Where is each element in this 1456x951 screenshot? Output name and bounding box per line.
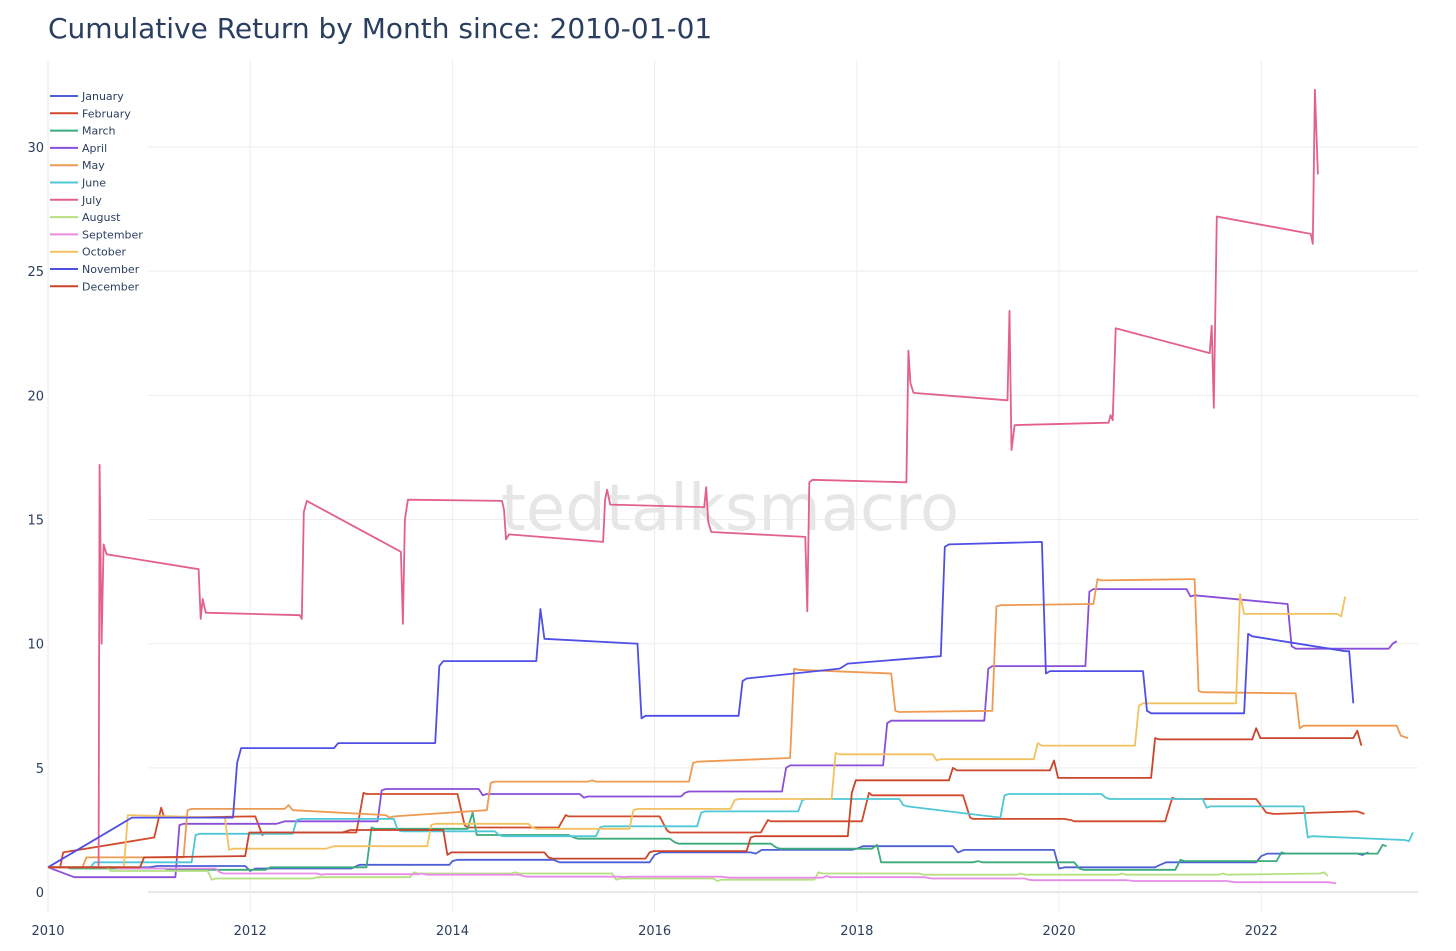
legend-label: March — [82, 125, 116, 138]
y-tick-label: 10 — [27, 638, 44, 653]
legend-item-may[interactable]: May — [50, 159, 105, 172]
watermark: tedtalksmacro — [501, 472, 959, 546]
legend-item-january[interactable]: January — [50, 90, 124, 103]
legend-label: June — [81, 177, 106, 190]
legend-item-december[interactable]: December — [50, 280, 140, 293]
y-tick-label: 15 — [27, 514, 44, 529]
legend-label: July — [81, 194, 102, 207]
series-line-april — [47, 588, 1398, 879]
legend-item-august[interactable]: August — [50, 211, 121, 224]
x-tick-label: 2018 — [840, 924, 873, 939]
legend-item-october[interactable]: October — [50, 246, 126, 259]
legend-label: February — [82, 107, 131, 120]
legend-label: January — [81, 90, 124, 103]
legend[interactable]: January February March April May June July Augu… — [50, 90, 143, 293]
x-tick-label: 2016 — [638, 924, 671, 939]
series-line-march — [48, 811, 1387, 871]
grid — [47, 60, 1418, 912]
series-line-may — [48, 578, 1409, 869]
series-line-june — [48, 793, 1414, 869]
legend-label: October — [82, 246, 126, 259]
x-tick-label: 2014 — [436, 924, 469, 939]
legend-item-july[interactable]: July — [50, 194, 102, 207]
legend-label: August — [82, 211, 121, 224]
legend-label: December — [82, 280, 140, 293]
series-line-october — [48, 593, 1347, 869]
series-line-january — [48, 845, 1369, 872]
legend-item-june[interactable]: June — [50, 177, 106, 190]
legend-item-april[interactable]: April — [50, 142, 107, 155]
series-line-august — [48, 866, 1329, 882]
legend-item-september[interactable]: September — [50, 228, 143, 241]
legend-label: April — [82, 142, 107, 155]
y-tick-label: 0 — [36, 886, 44, 901]
axes: 0 5 10 15 20 25 30 2010 2012 2014 2016 2018 2020 2022 — [27, 141, 1277, 939]
series-line-december — [48, 727, 1363, 869]
legend-label: September — [82, 228, 143, 241]
x-tick-label: 2022 — [1245, 924, 1278, 939]
legend-item-march[interactable]: March — [50, 125, 116, 138]
y-tick-label: 25 — [27, 265, 44, 280]
series-line-july — [48, 88, 1319, 869]
legend-item-february[interactable]: February — [50, 107, 131, 120]
legend-item-november[interactable]: November — [50, 263, 140, 276]
y-tick-label: 30 — [27, 141, 44, 156]
legend-label: November — [82, 263, 140, 276]
chart-title: Cumulative Return by Month since: 2010-0… — [48, 12, 712, 45]
y-tick-label: 5 — [36, 762, 44, 777]
x-tick-label: 2020 — [1043, 924, 1076, 939]
series-line-september — [48, 866, 1337, 885]
series-line-november — [47, 541, 1355, 869]
legend-label: May — [82, 159, 105, 172]
y-tick-label: 20 — [27, 389, 44, 404]
x-tick-label: 2012 — [234, 924, 267, 939]
series-lines — [47, 88, 1414, 885]
x-tick-label: 2010 — [31, 924, 64, 939]
